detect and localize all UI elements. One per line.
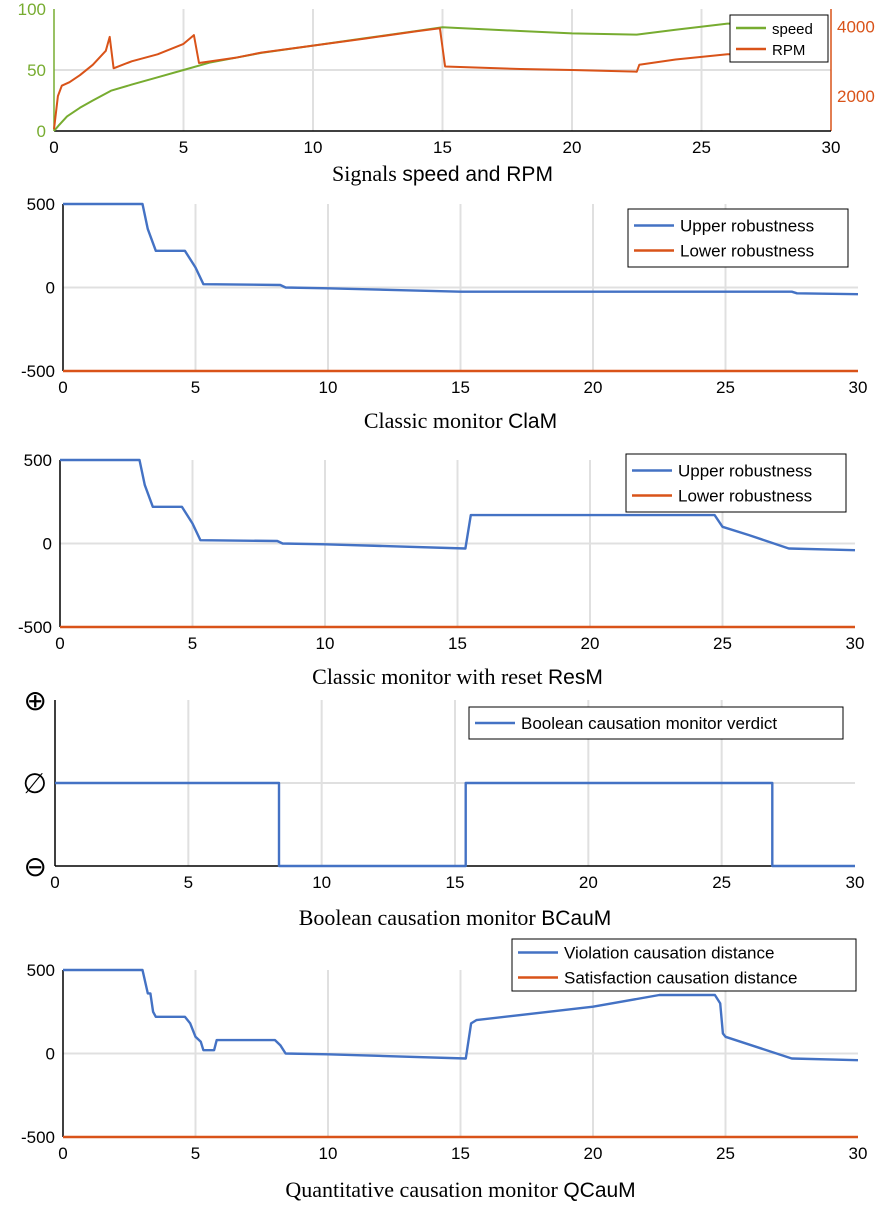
- legend-label: Lower robustness: [678, 487, 812, 506]
- y-tick-label: ∅: [23, 768, 47, 799]
- x-tick-label: 25: [712, 873, 731, 892]
- legend-label: speed: [772, 21, 813, 38]
- x-tick-label: 30: [849, 1144, 868, 1163]
- chart-caption: Boolean causation monitor BCauM: [299, 905, 612, 930]
- caption-text: Classic monitor: [364, 408, 508, 433]
- x-tick-label: 15: [448, 634, 467, 653]
- caption-monitor-name: BCauM: [541, 907, 611, 930]
- legend-box: [468, 706, 844, 740]
- legend-box: [511, 938, 857, 992]
- chart-caption: Quantitative causation monitor QCauM: [285, 1177, 635, 1202]
- legend-label: Upper robustness: [680, 217, 814, 236]
- x-tick-label: 30: [846, 634, 865, 653]
- y-tick-label: 0: [46, 1045, 55, 1064]
- x-tick-label: 0: [49, 138, 58, 157]
- x-tick-label: 5: [184, 873, 193, 892]
- x-tick-label: 20: [584, 1144, 603, 1163]
- series-line-boolean-causation-monitor-verdict: [55, 781, 855, 868]
- legend: speed RPM: [729, 14, 829, 63]
- x-tick-label: 10: [319, 1144, 338, 1163]
- x-tick-label: 0: [58, 1144, 67, 1163]
- x-tick-label: 20: [584, 378, 603, 397]
- caption-monitor-name: QCauM: [563, 1179, 635, 1202]
- x-tick-label: 10: [316, 634, 335, 653]
- x-tick-label: 20: [579, 873, 598, 892]
- x-tick-label: 0: [58, 378, 67, 397]
- x-tick-label: 5: [191, 1144, 200, 1163]
- y-tick-label: ⊖: [24, 851, 47, 882]
- legend: Upper robustness Lower robustness: [627, 208, 849, 268]
- legend: Upper robustness Lower robustness: [625, 453, 847, 513]
- caption-text: Signals: [332, 161, 402, 186]
- chart-caption: Classic monitor ClaM: [364, 408, 557, 433]
- x-tick-label: 30: [846, 873, 865, 892]
- x-tick-label: 10: [312, 873, 331, 892]
- y-tick-label: 500: [24, 451, 52, 470]
- x-tick-label: 5: [191, 378, 200, 397]
- x-tick-label: 25: [716, 1144, 735, 1163]
- y-right-tick-label: 2000: [837, 87, 875, 106]
- x-tick-label: 25: [716, 378, 735, 397]
- caption-text: Classic monitor with reset: [312, 664, 548, 689]
- x-tick-label: 15: [446, 873, 465, 892]
- caption-monitor-name: speed and RPM: [402, 163, 553, 186]
- x-tick-label: 20: [563, 138, 582, 157]
- y-tick-label: -500: [21, 1128, 55, 1147]
- y-tick-label: 500: [27, 961, 55, 980]
- x-tick-label: 25: [692, 138, 711, 157]
- series-line-upper-robustness: [60, 458, 856, 552]
- y-tick-label: -500: [21, 362, 55, 381]
- x-tick-label: 20: [581, 634, 600, 653]
- x-tick-label: 25: [713, 634, 732, 653]
- series-line-upper-robustness: [63, 202, 859, 296]
- x-tick-label: 15: [451, 1144, 470, 1163]
- legend-box: [625, 453, 847, 513]
- x-tick-label: 0: [55, 634, 64, 653]
- x-tick-label: 5: [179, 138, 188, 157]
- y-tick-label: 0: [46, 279, 55, 298]
- legend-label: RPM: [772, 42, 805, 59]
- x-tick-label: 10: [319, 378, 338, 397]
- y-right-tick-label: 4000: [837, 17, 875, 36]
- y-tick-label: 50: [27, 61, 46, 80]
- legend-label: Lower robustness: [680, 242, 814, 261]
- y-tick-label: -500: [18, 618, 52, 637]
- legend-label: Boolean causation monitor verdict: [521, 714, 777, 733]
- legend: Boolean causation monitor verdict: [468, 706, 844, 740]
- y-tick-label: ⊕: [24, 685, 47, 716]
- legend-box: [627, 208, 849, 268]
- series-line-violation-causation-distance: [63, 968, 859, 1062]
- x-tick-label: 5: [188, 634, 197, 653]
- caption-text: Boolean causation monitor: [299, 905, 542, 930]
- chart-caption: Classic monitor with reset ResM: [312, 664, 603, 689]
- y-tick-label: 0: [37, 122, 46, 141]
- legend: Violation causation distance Satisfaction…: [511, 938, 857, 992]
- series-line-speed: [53, 22, 741, 132]
- x-tick-label: 30: [822, 138, 841, 157]
- x-tick-label: 10: [304, 138, 323, 157]
- legend-label: Upper robustness: [678, 462, 812, 481]
- y-tick-label: 100: [18, 0, 46, 19]
- caption-monitor-name: ClaM: [508, 410, 557, 433]
- x-tick-label: 30: [849, 378, 868, 397]
- x-tick-label: 15: [433, 138, 452, 157]
- chart-panel-4: 0 5 10 15 20 25 30 ⊖ ∅ ⊕ Boolean causation monitor…: [23, 685, 865, 930]
- series-line-rpm: [53, 27, 741, 130]
- y-tick-label: 0: [43, 535, 52, 554]
- x-tick-label: 15: [451, 378, 470, 397]
- x-tick-label: 0: [50, 873, 59, 892]
- caption-monitor-name: ResM: [548, 666, 603, 689]
- caption-text: Quantitative causation monitor: [285, 1177, 563, 1202]
- chart-caption: Signals speed and RPM: [332, 161, 553, 186]
- y-tick-label: 500: [27, 195, 55, 214]
- legend-label: Violation causation distance: [564, 944, 774, 963]
- legend-box: [729, 14, 829, 63]
- chart-panel-1: 0 5 10 15 20 25 30 0 50 100 2000 4000 speed RPM Signal…: [18, 0, 875, 186]
- legend-label: Satisfaction causation distance: [564, 969, 797, 988]
